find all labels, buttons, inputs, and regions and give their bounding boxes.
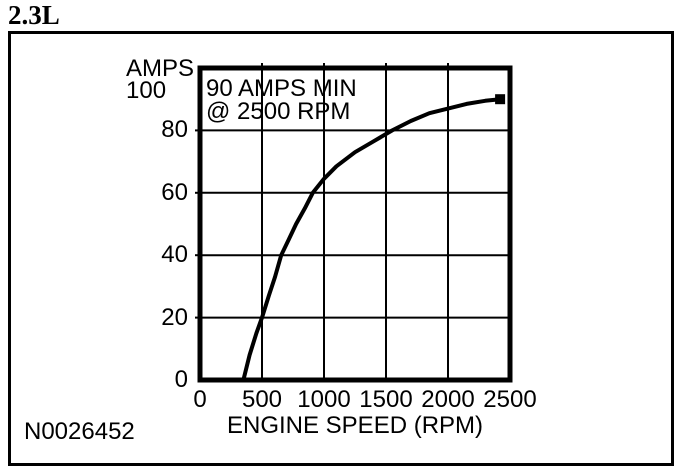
x-tick-label-2500: 2500	[483, 386, 537, 413]
figure-id: N0026452	[24, 418, 135, 445]
x-tick-label-1000: 1000	[297, 386, 351, 413]
y-tick-label-100: 100	[126, 77, 167, 104]
page-title: 2.3L	[8, 0, 60, 30]
x-tick-label-2000: 2000	[421, 386, 475, 413]
x-tick-label-0: 0	[193, 386, 207, 413]
x-axis-title: ENGINE SPEED (RPM)	[226, 412, 484, 439]
chart-frame	[8, 31, 674, 466]
y-axis-title: AMPS	[126, 55, 195, 82]
plot-border	[197, 65, 513, 383]
y-tick-label-60: 60	[161, 178, 188, 206]
alternator-output-chart	[195, 63, 513, 383]
annotation-line2: @ 2500 RPM	[206, 98, 351, 125]
y-tick-label-40: 40	[161, 241, 188, 269]
y-tick-label-0: 0	[174, 366, 188, 393]
output-curve	[241, 97, 503, 382]
curve-end-marker	[495, 94, 506, 105]
annotation-line1: 90 AMPS MIN	[206, 75, 357, 102]
y-tick-label-20: 20	[161, 303, 188, 331]
x-tick-label-500: 500	[241, 386, 283, 413]
min-output-annotation: 90 AMPS MIN @ 2500 RPM	[206, 75, 357, 125]
x-tick-label-1500: 1500	[359, 386, 413, 413]
y-tick-label-80: 80	[161, 116, 188, 144]
